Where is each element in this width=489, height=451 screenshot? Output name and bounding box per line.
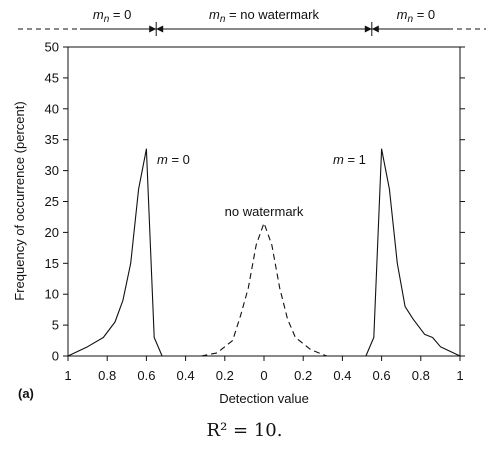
label-m-0: m = 0 [157,152,190,167]
svg-text:m = 1: m = 1 [333,152,366,167]
x-tick-label: 0.4 [177,368,195,383]
x-tick-label: 0.4 [333,368,351,383]
x-tick-label: 1 [64,368,71,383]
y-tick-label: 35 [45,132,59,147]
x-tick-label: 0.8 [412,368,430,383]
region-arrowhead [371,25,379,33]
y-tick-label: 5 [52,318,59,333]
formula: R² = 10. [206,420,283,441]
y-tick-label: 10 [45,287,59,302]
region-label: mn = 0 [397,7,435,25]
series-m-eq-0 [67,148,163,357]
plot-frame [67,46,461,357]
x-tick-label: 1 [456,368,463,383]
y-tick-label: 0 [52,349,59,364]
label-no-watermark: no watermark [225,204,304,219]
panel-label: (a) [18,386,34,401]
region-arrowhead [149,25,157,33]
label-m-1: m = 1 [333,152,366,167]
x-tick-label: 0 [260,368,267,383]
region-arrowhead [364,25,372,33]
svg-text:m = 0: m = 0 [157,152,190,167]
decision-regions: mn = 0 mn = no watermark mn = 0 [18,7,486,36]
region-label: mn = no watermark [209,7,319,25]
svg-text:mn = 0: mn = 0 [93,7,131,25]
y-tick-label: 40 [45,101,59,116]
region-label: mn = 0 [93,7,131,25]
y-axis-title: Frequency of occurrence (percent) [12,101,27,300]
series-no-watermark [201,222,327,357]
series-m-eq-1 [365,148,461,357]
series-layer [67,148,461,357]
x-tick-label: 0.6 [373,368,391,383]
x-tick-label: 0.8 [98,368,116,383]
y-tick-label: 25 [45,194,59,209]
region-arrowhead [156,25,164,33]
x-tick-label: 0.6 [137,368,155,383]
x-axis-title: Detection value [219,391,309,406]
y-tick-label: 20 [45,225,59,240]
y-tick-label: 45 [45,70,59,85]
y-axis: 0 5 10 15 20 25 30 35 40 45 50 [45,40,465,364]
x-tick-label: 0.2 [294,368,312,383]
y-tick-label: 15 [45,256,59,271]
y-tick-label: 30 [45,163,59,178]
x-tick-label: 0.2 [216,368,234,383]
svg-text:mn = no watermark: mn = no watermark [209,7,319,25]
svg-text:mn = 0: mn = 0 [397,7,435,25]
x-axis: 1 0.8 0.6 0.4 0.2 0 0.2 0.4 0.6 0.8 1 [64,356,464,383]
y-tick-label: 50 [45,40,59,55]
